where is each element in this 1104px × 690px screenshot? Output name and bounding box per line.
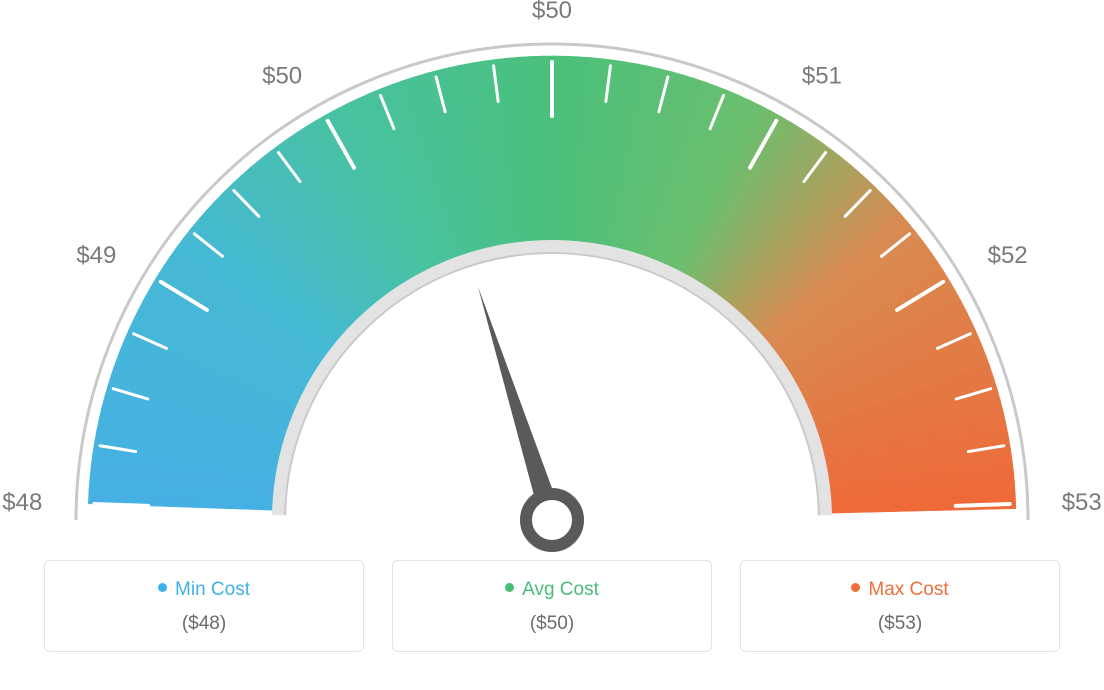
legend-min-dot-icon — [158, 583, 167, 592]
legend-min-label: Min Cost — [175, 579, 250, 600]
legend-card-max: Max Cost ($53) — [740, 560, 1060, 652]
legend-max-title: Max Cost — [751, 579, 1049, 601]
svg-text:$48: $48 — [2, 489, 42, 516]
legend-avg-label: Avg Cost — [522, 579, 599, 600]
gauge-svg: $48 $49 $50 $50 $51 $52 $53 — [0, 0, 1104, 560]
legend-avg-dot-icon — [505, 583, 514, 592]
legend-avg-value: ($50) — [403, 613, 701, 635]
svg-text:$52: $52 — [988, 242, 1028, 269]
legend-row: Min Cost ($48) Avg Cost ($50) Max Cost (… — [0, 560, 1104, 652]
svg-text:$51: $51 — [802, 62, 842, 89]
svg-text:$49: $49 — [76, 242, 116, 269]
svg-text:$53: $53 — [1062, 489, 1102, 516]
legend-card-avg: Avg Cost ($50) — [392, 560, 712, 652]
gauge-chart: $48 $49 $50 $50 $51 $52 $53 — [0, 0, 1104, 560]
svg-text:$50: $50 — [262, 62, 302, 89]
legend-min-title: Min Cost — [55, 579, 353, 601]
legend-avg-title: Avg Cost — [403, 579, 701, 601]
legend-card-min: Min Cost ($48) — [44, 560, 364, 652]
legend-max-value: ($53) — [751, 613, 1049, 635]
legend-max-label: Max Cost — [868, 579, 948, 600]
svg-text:$50: $50 — [532, 0, 572, 24]
legend-max-dot-icon — [851, 583, 860, 592]
legend-min-value: ($48) — [55, 613, 353, 635]
